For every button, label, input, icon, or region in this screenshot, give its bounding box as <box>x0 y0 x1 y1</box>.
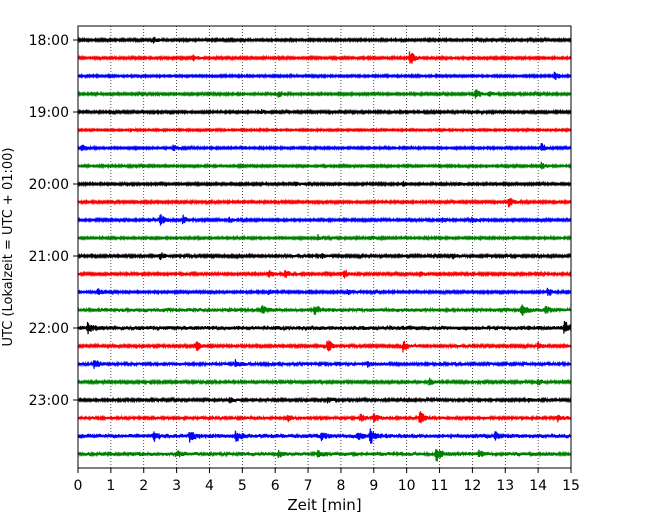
trace-2000 <box>77 180 572 188</box>
trace-1945 <box>77 161 572 170</box>
x-tick-label: 13 <box>496 478 514 494</box>
trace-2315 <box>77 411 572 424</box>
x-tick-label: 10 <box>398 478 416 494</box>
y-tick-label: 18:00 <box>29 33 69 49</box>
x-axis-label: Zeit [min] <box>287 496 361 514</box>
trace-2345 <box>77 449 572 462</box>
trace-1900 <box>77 108 572 116</box>
trace-1915 <box>77 126 572 134</box>
trace-1815 <box>77 51 572 64</box>
trace-1800 <box>77 36 572 44</box>
trace-1830 <box>77 71 572 80</box>
y-axis-label: UTC (Lokalzeit = UTC + 01:00) <box>1 148 16 347</box>
trace-2015 <box>77 198 572 208</box>
x-tick-label: 4 <box>205 478 214 494</box>
trace-2245 <box>77 377 572 386</box>
y-tick-label: 22:00 <box>29 321 69 337</box>
trace-2230 <box>77 359 572 369</box>
trace-2030 <box>77 214 572 226</box>
traces <box>77 36 572 462</box>
x-tick-label: 7 <box>304 478 313 494</box>
y-tick-label: 21:00 <box>29 249 69 265</box>
x-ticks: 0 1 2 3 4 5 6 7 8 9 10 11 12 13 14 15 <box>74 468 580 494</box>
x-tick-label: 11 <box>431 478 449 494</box>
x-tick-label: 9 <box>369 478 378 494</box>
trace-2145 <box>77 304 572 316</box>
trace-2330 <box>77 428 572 444</box>
x-tick-label: 12 <box>463 478 481 494</box>
trace-1845 <box>77 89 572 99</box>
trace-2300 <box>77 396 572 404</box>
x-tick-label: 1 <box>106 478 115 494</box>
x-tick-label: 6 <box>271 478 280 494</box>
trace-2130 <box>77 287 572 296</box>
x-tick-label: 3 <box>172 478 181 494</box>
plot-frame <box>77 25 572 469</box>
trace-2215 <box>77 340 572 353</box>
y-ticks: 18:00 19:00 20:00 21:00 22:00 23:00 <box>29 33 78 409</box>
x-tick-label: 14 <box>529 478 547 494</box>
trace-2100 <box>77 252 572 261</box>
y-tick-label: 19:00 <box>29 105 69 121</box>
trace-2115 <box>77 269 572 279</box>
y-tick-label: 23:00 <box>29 393 69 409</box>
trace-2200 <box>77 320 572 335</box>
x-tick-label: 5 <box>238 478 247 494</box>
x-tick-label: 0 <box>74 478 83 494</box>
y-tick-label: 20:00 <box>29 177 69 193</box>
x-tick-label: 2 <box>139 478 148 494</box>
x-tick-label: 15 <box>562 478 580 494</box>
x-tick-label: 8 <box>336 478 345 494</box>
trace-1930 <box>77 143 572 152</box>
trace-2045 <box>77 234 572 242</box>
